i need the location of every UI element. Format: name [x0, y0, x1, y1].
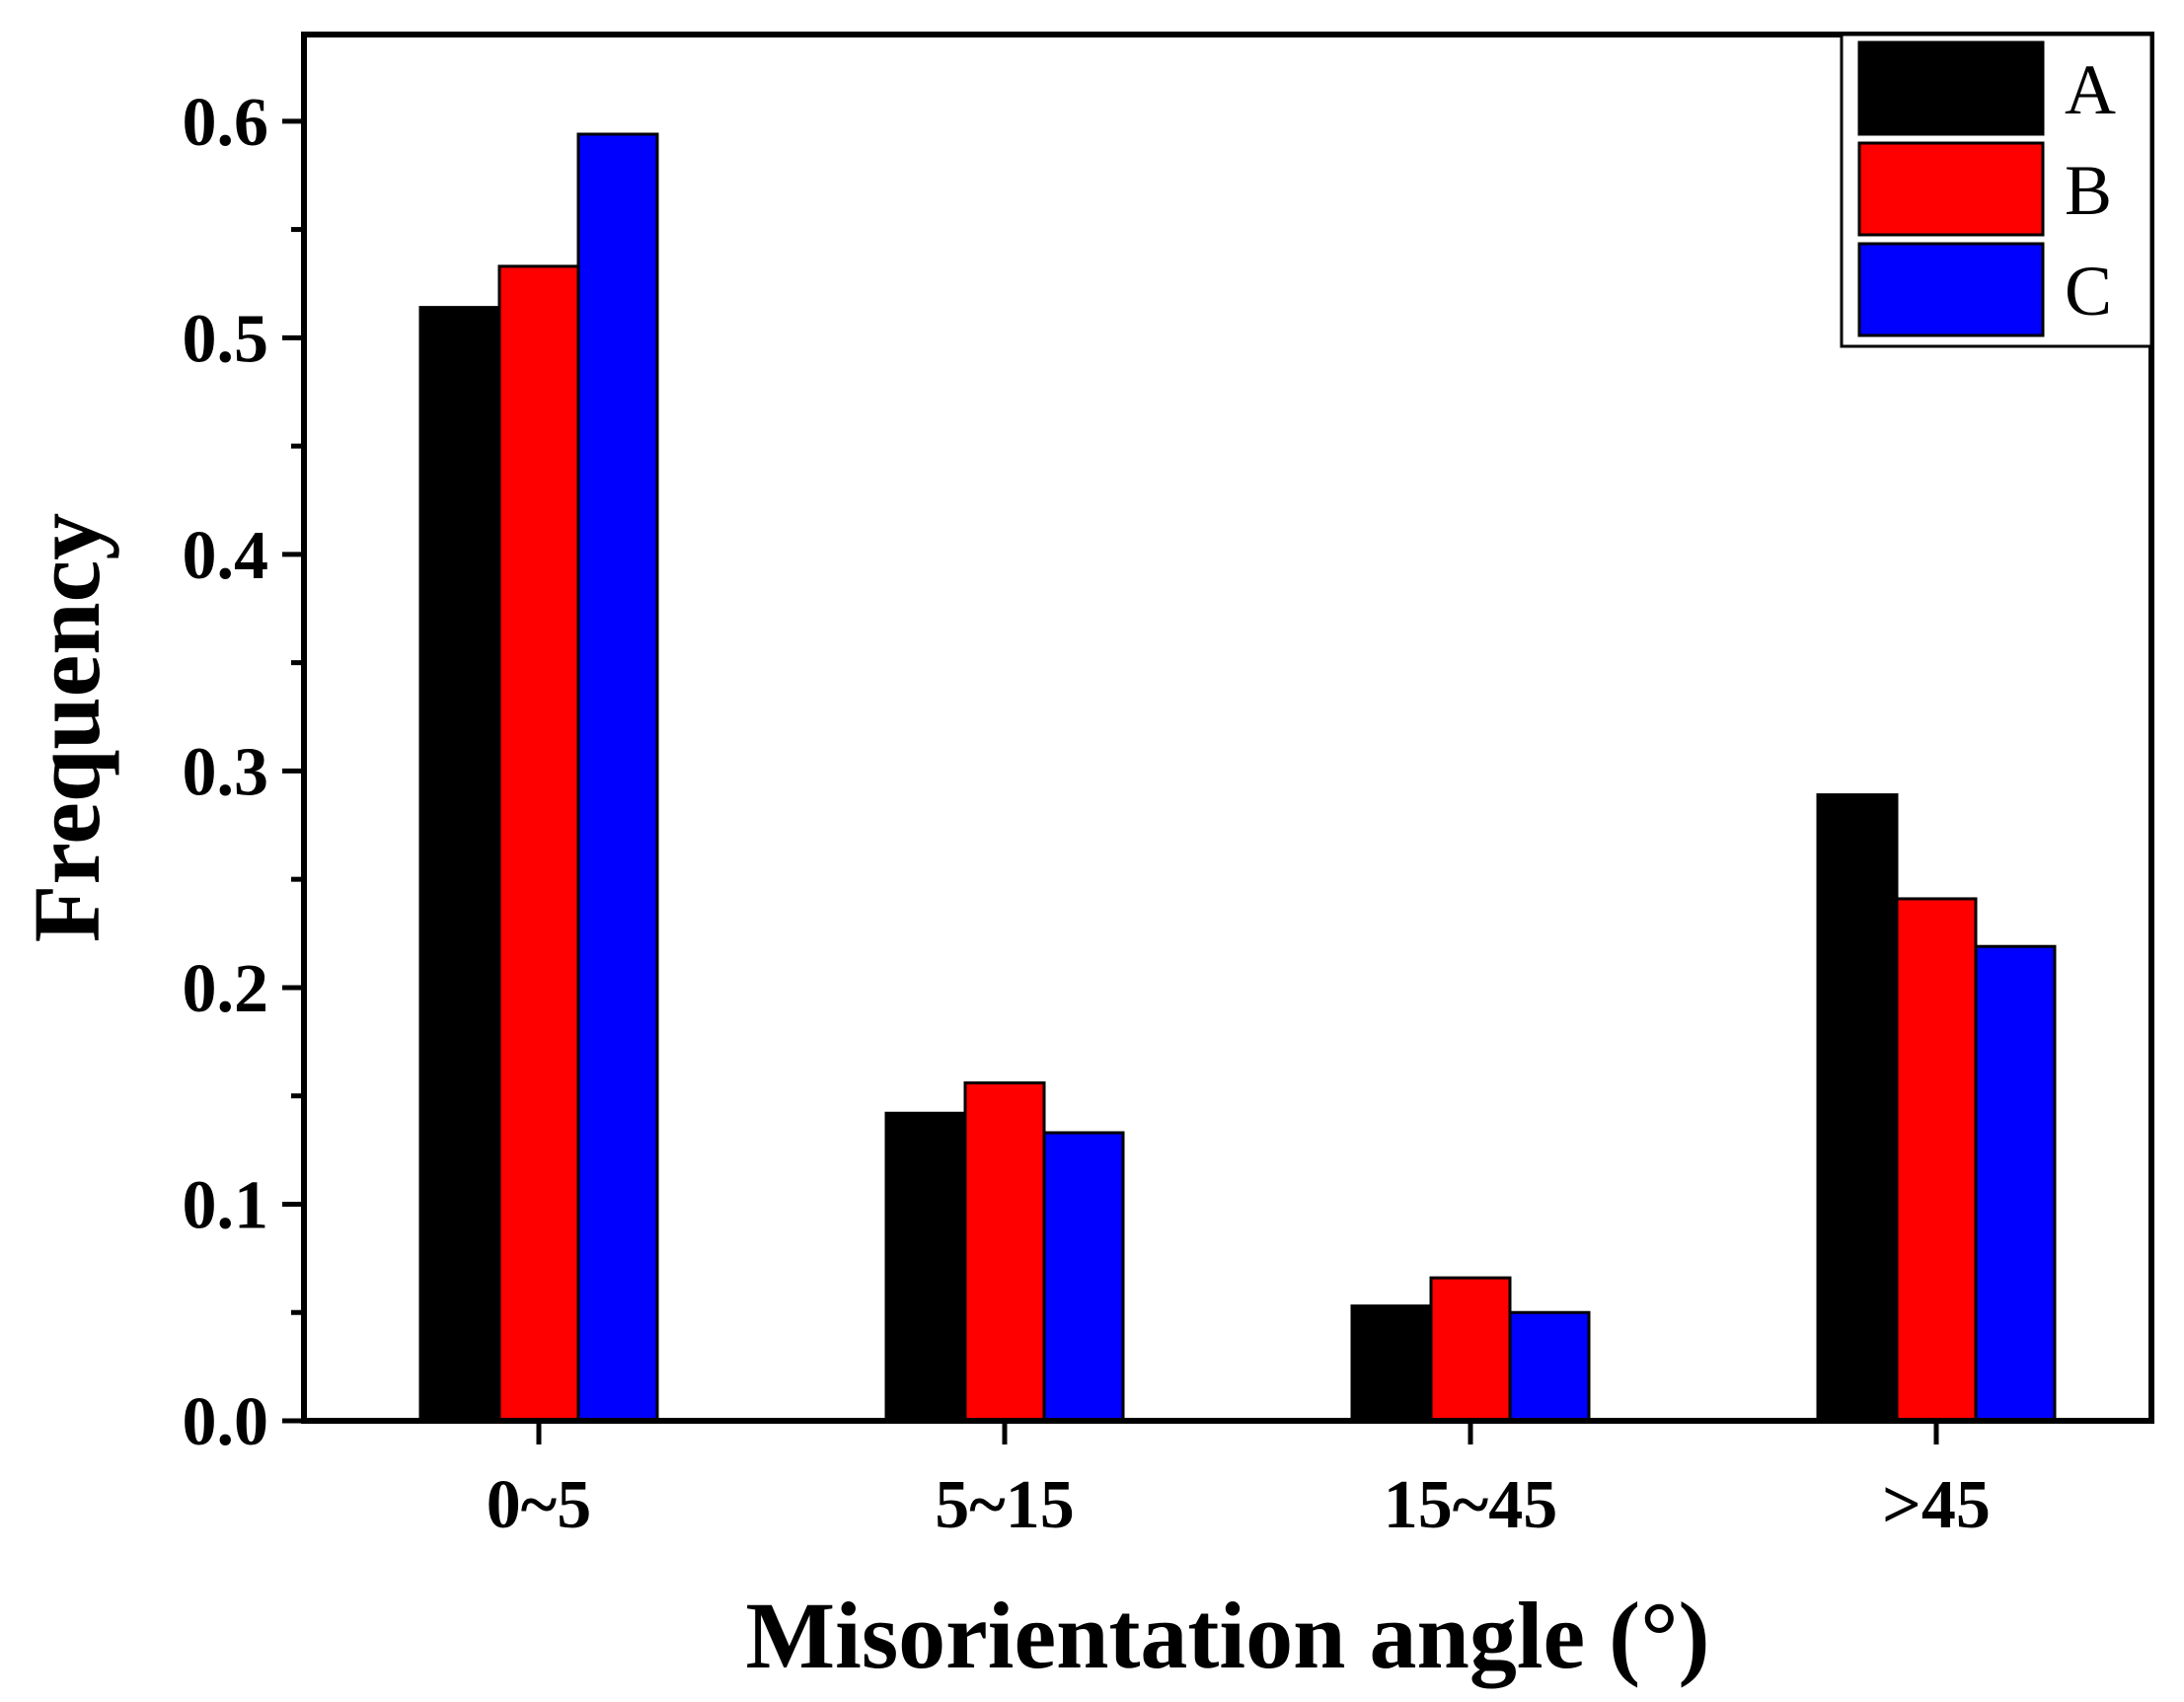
x-axis-ticks: 0~5 5~15 15~45 >45 — [487, 1421, 1991, 1543]
bar-c-2 — [1042, 1131, 1125, 1423]
bar-b-4 — [1895, 897, 1978, 1423]
bar-a-3 — [1350, 1304, 1433, 1423]
legend-label-a: A — [2065, 50, 2116, 129]
x-axis-title: Misorientation angle (°) — [746, 1583, 1710, 1688]
x-tick-label: 5~15 — [935, 1467, 1074, 1543]
legend: ABC — [1840, 33, 2153, 348]
bars-layer — [418, 132, 2057, 1423]
bar-b-1 — [497, 264, 580, 1423]
bar-a-4 — [1816, 793, 1899, 1423]
bar-b-3 — [1429, 1276, 1512, 1423]
bar-c-4 — [1974, 944, 2057, 1423]
y-tick-label: 0.0 — [183, 1384, 269, 1460]
y-tick-label: 0.1 — [183, 1167, 269, 1243]
bar-a-1 — [418, 306, 501, 1423]
plot-frame — [301, 32, 2154, 1424]
legend-swatch-c — [1857, 242, 2045, 337]
bar-c-3 — [1508, 1310, 1591, 1423]
y-axis-title: Frequency — [14, 513, 119, 943]
legend-label-b: B — [2065, 151, 2112, 230]
y-tick-label: 0.6 — [183, 85, 269, 161]
y-tick-label: 0.4 — [183, 518, 269, 594]
bar-b-2 — [963, 1081, 1046, 1423]
y-tick-label: 0.2 — [183, 951, 269, 1027]
x-tick-label: 15~45 — [1384, 1467, 1557, 1543]
legend-swatch-a — [1857, 40, 2045, 136]
y-tick-label: 0.3 — [183, 734, 269, 810]
legend-swatch-b — [1857, 141, 2045, 237]
y-axis-ticks: 0.0 0.1 0.2 0.3 0.4 0.5 0.6 — [183, 85, 304, 1460]
bar-a-2 — [884, 1111, 967, 1423]
x-tick-label: 0~5 — [487, 1467, 591, 1543]
bar-c-1 — [576, 132, 659, 1423]
x-tick-label: >45 — [1882, 1467, 1991, 1543]
y-tick-label: 0.5 — [183, 301, 269, 377]
legend-label-c: C — [2065, 252, 2112, 331]
